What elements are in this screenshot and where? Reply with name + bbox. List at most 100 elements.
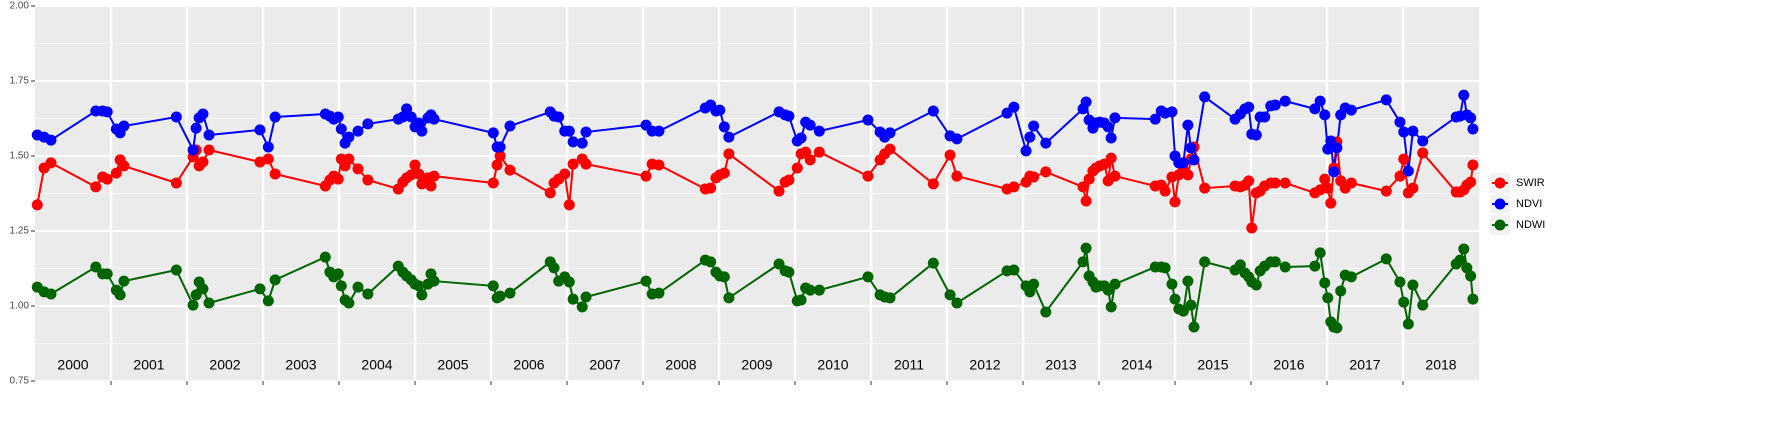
point	[1407, 125, 1419, 137]
point	[1185, 299, 1197, 311]
point	[576, 137, 588, 149]
point	[1182, 169, 1194, 181]
point	[90, 261, 102, 273]
point	[580, 158, 592, 170]
point	[110, 167, 122, 179]
point	[1024, 131, 1036, 143]
legend-point	[1494, 219, 1506, 231]
point	[884, 292, 896, 304]
point	[927, 178, 939, 190]
point	[1259, 111, 1271, 123]
year-label: 2002	[209, 357, 240, 373]
year-label: 2010	[817, 357, 848, 373]
point	[723, 148, 735, 160]
point	[580, 291, 592, 303]
y-tick-label: 2.00	[10, 1, 30, 12]
point	[773, 185, 785, 197]
point	[580, 126, 592, 138]
point	[1102, 121, 1114, 133]
point	[413, 280, 425, 292]
point	[783, 174, 795, 186]
year-label: 2000	[57, 357, 88, 373]
point	[332, 111, 344, 123]
point	[1109, 278, 1121, 290]
point	[944, 149, 956, 161]
point	[1182, 119, 1194, 131]
point	[813, 125, 825, 137]
point	[705, 182, 717, 194]
point	[332, 268, 344, 280]
point	[1177, 157, 1189, 169]
point	[1465, 112, 1477, 124]
point	[1105, 301, 1117, 313]
point	[1319, 173, 1331, 185]
point	[567, 158, 579, 170]
point	[405, 111, 417, 123]
point	[170, 177, 182, 189]
point	[653, 125, 665, 137]
point	[563, 199, 575, 211]
point	[862, 114, 874, 126]
point	[1246, 222, 1258, 234]
point	[362, 174, 374, 186]
point	[927, 257, 939, 269]
point	[416, 289, 428, 301]
point	[1279, 95, 1291, 107]
point	[1467, 293, 1479, 305]
point	[504, 164, 516, 176]
point	[1345, 104, 1357, 116]
point	[101, 173, 113, 185]
point	[1199, 256, 1211, 268]
point	[1398, 126, 1410, 138]
year-label: 2017	[1349, 357, 1380, 373]
point	[1028, 278, 1040, 290]
point	[1269, 177, 1281, 189]
y-tick-label: 1.50	[10, 151, 30, 162]
point	[187, 299, 199, 311]
y-tick-label: 0.75	[10, 376, 30, 387]
point	[494, 150, 506, 162]
point	[951, 133, 963, 145]
point	[1199, 91, 1211, 103]
point	[1159, 262, 1171, 274]
year-label: 2006	[513, 357, 544, 373]
point	[1335, 285, 1347, 297]
point	[1020, 145, 1032, 157]
point	[1467, 159, 1479, 171]
point	[269, 274, 281, 286]
point	[640, 275, 652, 287]
point	[1250, 279, 1262, 291]
point	[1331, 142, 1343, 154]
year-label: 2003	[285, 357, 316, 373]
y-tick-label: 1.00	[10, 301, 30, 312]
point	[951, 297, 963, 309]
year-label: 2018	[1425, 357, 1456, 373]
point	[352, 125, 364, 137]
point	[1394, 170, 1406, 182]
year-label: 2012	[969, 357, 1000, 373]
point	[262, 153, 274, 165]
point	[1188, 154, 1200, 166]
point	[1234, 259, 1246, 271]
point	[487, 280, 499, 292]
point	[1166, 106, 1178, 118]
legend-point	[1494, 198, 1506, 210]
point	[862, 271, 874, 283]
point	[170, 264, 182, 276]
point	[118, 160, 130, 172]
point	[1040, 137, 1052, 149]
point	[1345, 177, 1357, 189]
point	[1309, 103, 1321, 115]
year-label: 2013	[1045, 357, 1076, 373]
point	[1169, 196, 1181, 208]
point	[705, 256, 717, 268]
point	[487, 127, 499, 139]
point	[31, 199, 43, 211]
point	[1454, 254, 1466, 266]
point	[269, 168, 281, 180]
year-label: 2015	[1197, 357, 1228, 373]
point	[425, 180, 437, 192]
point	[1331, 322, 1343, 334]
point	[45, 288, 57, 300]
point	[491, 159, 503, 171]
